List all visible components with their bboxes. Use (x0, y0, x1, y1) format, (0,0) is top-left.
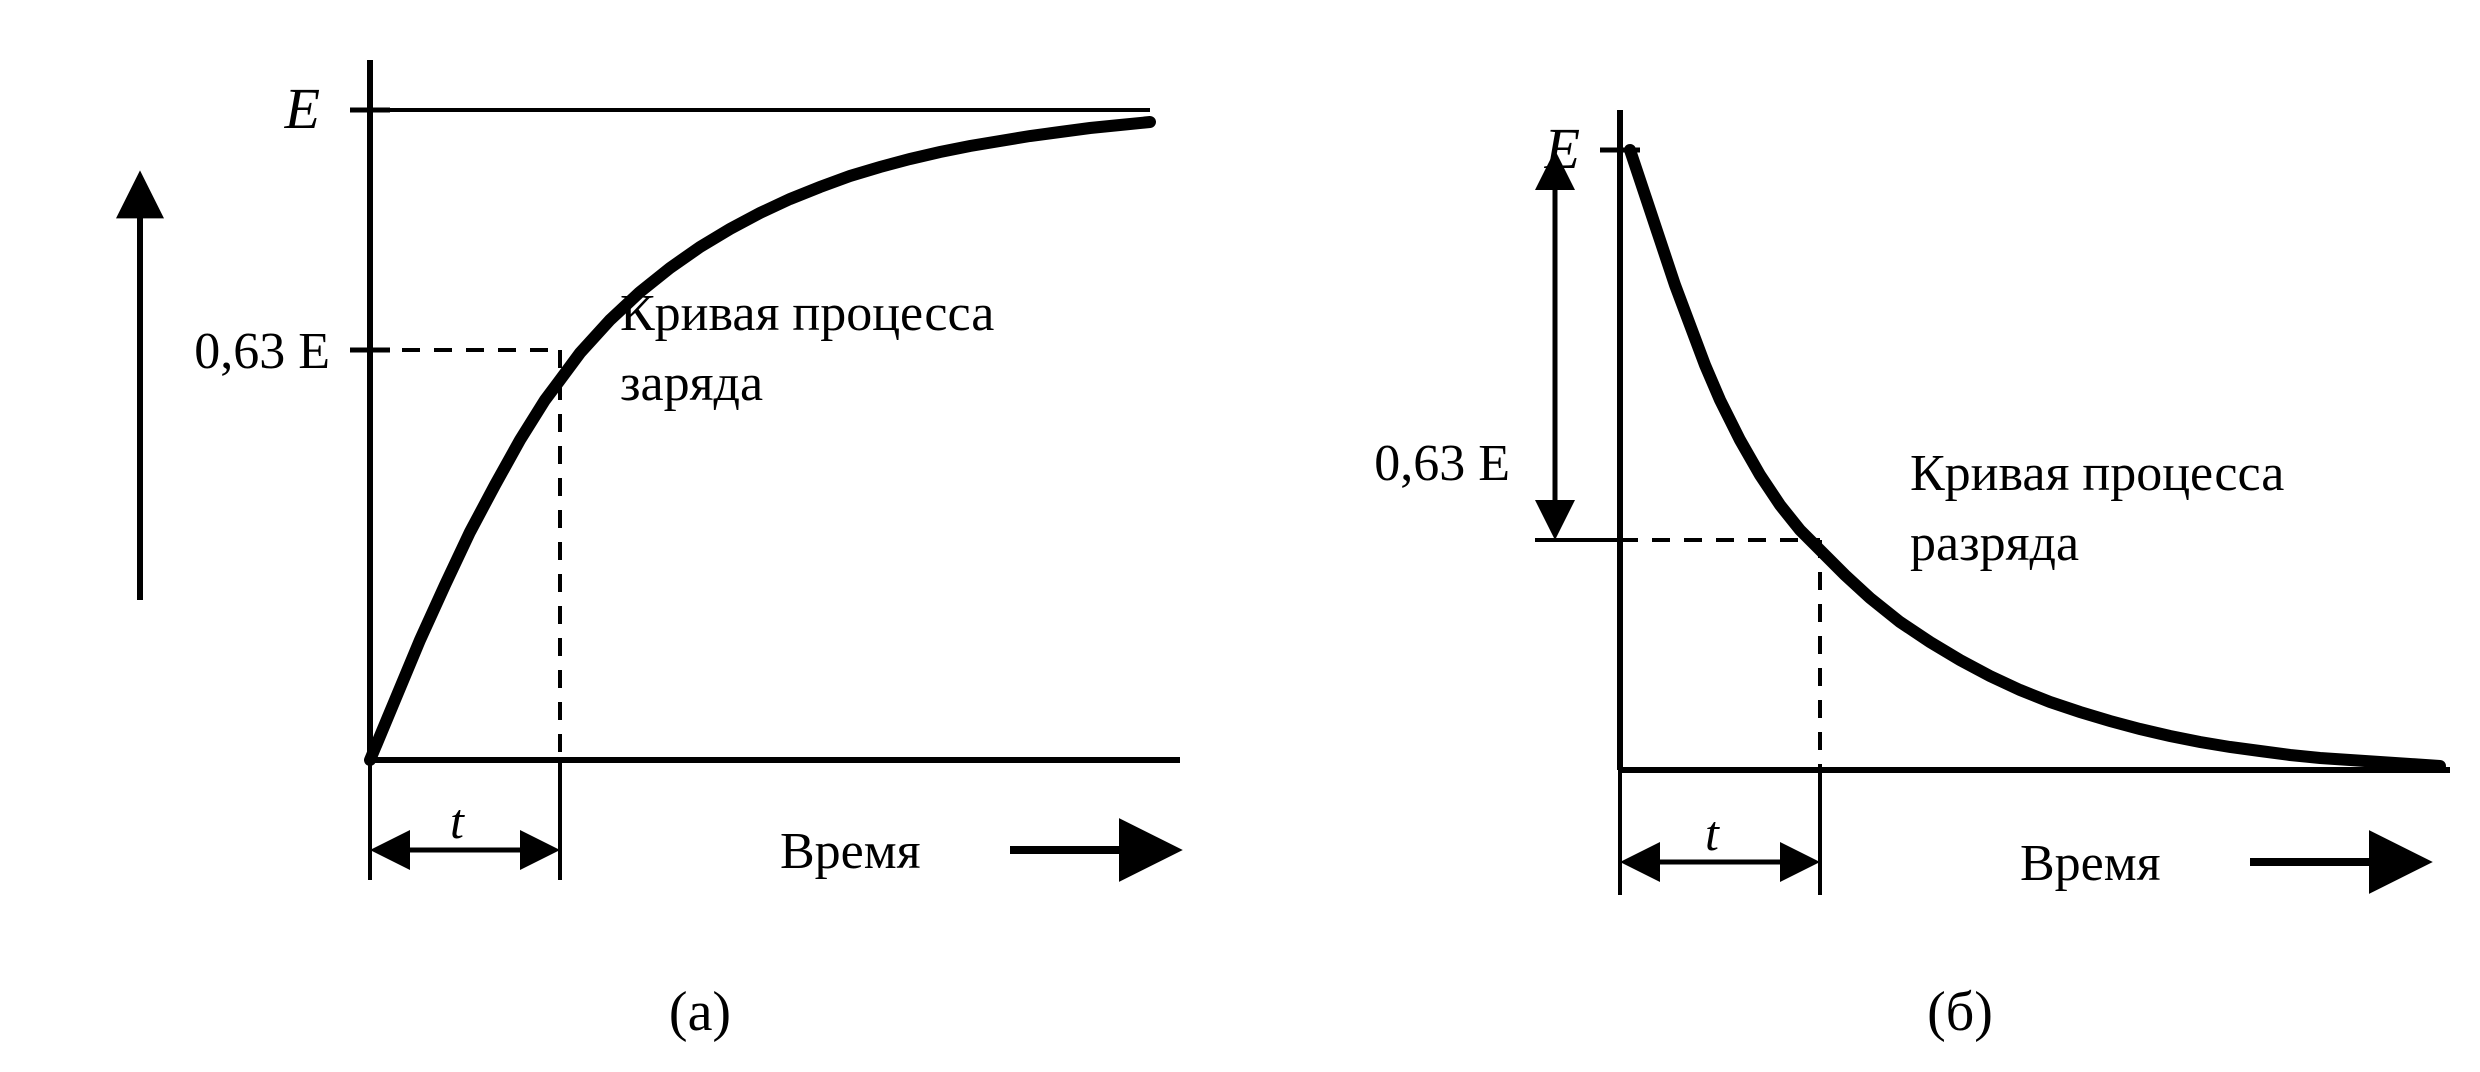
curve-label-b-2: разряда (1910, 515, 2079, 572)
panel-b: E 0,63 E Кривая процесса разряда t Время… (0, 0, 2480, 1072)
label-063e-b: 0,63 E (1374, 435, 1510, 492)
label-e-b: E (1544, 116, 1580, 181)
t-label-b: t (1705, 805, 1720, 861)
x-axis-label-b: Время (2020, 835, 2161, 892)
figure-container: E 0,63 E Кривая процесса заряда t Время … (0, 0, 2480, 1072)
caption-b: (б) (1927, 981, 1993, 1043)
curve-label-b-1: Кривая процесса (1910, 445, 2284, 502)
